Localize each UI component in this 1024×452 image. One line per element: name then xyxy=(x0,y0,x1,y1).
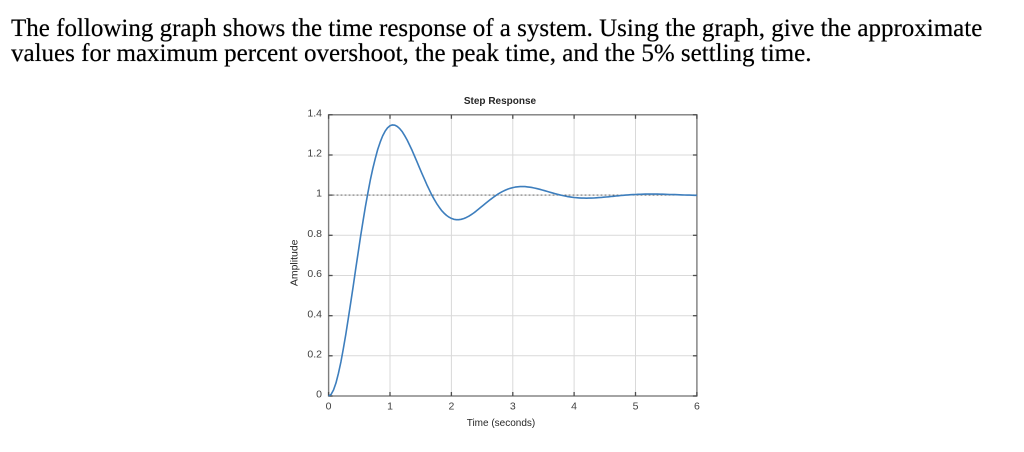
svg-text:0: 0 xyxy=(326,400,332,412)
svg-text:0.2: 0.2 xyxy=(307,348,322,360)
svg-text:Step Response: Step Response xyxy=(464,96,537,107)
svg-text:0.8: 0.8 xyxy=(307,228,322,240)
svg-text:3: 3 xyxy=(510,400,516,412)
svg-text:2: 2 xyxy=(448,400,454,412)
svg-text:0: 0 xyxy=(316,389,322,401)
svg-text:0.4: 0.4 xyxy=(307,308,322,320)
svg-text:Amplitude: Amplitude xyxy=(288,239,300,286)
svg-text:1.4: 1.4 xyxy=(307,107,322,119)
svg-text:4: 4 xyxy=(571,400,577,412)
svg-text:1: 1 xyxy=(387,400,393,412)
svg-text:0.6: 0.6 xyxy=(307,268,322,280)
svg-text:6: 6 xyxy=(694,400,700,412)
svg-text:1: 1 xyxy=(316,188,322,200)
svg-text:1.2: 1.2 xyxy=(307,148,322,160)
svg-text:5: 5 xyxy=(633,400,639,412)
svg-text:Time (seconds): Time (seconds) xyxy=(467,418,536,429)
